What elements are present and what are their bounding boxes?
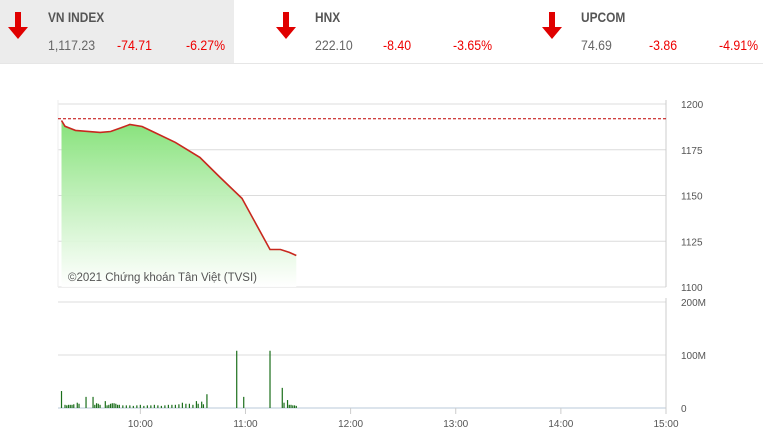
y-tick-label: 1125 (681, 237, 703, 248)
index-panel-hnx[interactable]: HNX 222.10 -8.40 -3.65% (268, 0, 518, 63)
index-value: 74.69 (581, 37, 612, 53)
y-tick-label: 1200 (681, 100, 704, 111)
index-name: UPCOM (581, 9, 626, 25)
index-panel-upcom[interactable]: UPCOM 74.69 -3.86 -4.91% (534, 0, 763, 63)
price-line (60, 120, 297, 257)
y-tick-label: 200M (681, 298, 706, 309)
index-value: 1,117.23 (48, 37, 96, 53)
index-value: 222.10 (315, 37, 353, 53)
arrow-down-icon (8, 12, 28, 39)
arrow-down-icon (542, 12, 562, 39)
y-tick-label: 1175 (681, 146, 703, 157)
price-area (61, 120, 297, 287)
watermark: ©2021 Chứng khoán Tân Việt (TVSI) (68, 272, 257, 284)
y-tick-label: 100M (681, 351, 706, 362)
y-tick-label: 1150 (681, 192, 703, 203)
index-change: -8.40 (383, 37, 412, 53)
x-tick-label: 14:00 (548, 419, 573, 430)
index-name: HNX (315, 9, 341, 25)
x-tick-label: 12:00 (338, 419, 363, 430)
index-change: -74.71 (117, 37, 152, 53)
index-percent: -6.27% (186, 37, 226, 53)
x-tick-label: 11:00 (233, 419, 258, 430)
x-tick-label: 13:00 (443, 419, 468, 430)
y-tick-label: 1100 (681, 283, 703, 294)
index-header: VN INDEX 1,117.23 -74.71 -6.27% HNX 222.… (0, 0, 763, 64)
x-tick-label: 10:00 (128, 419, 153, 430)
x-tick-label: 15:00 (653, 419, 678, 430)
y-tick-label: 0 (681, 404, 687, 415)
index-percent: -4.91% (719, 37, 759, 53)
index-name: VN INDEX (48, 9, 105, 25)
arrow-down-icon (276, 12, 296, 39)
index-change: -3.86 (649, 37, 678, 53)
index-panel-vnindex[interactable]: VN INDEX 1,117.23 -74.71 -6.27% (0, 0, 234, 63)
index-percent: -3.65% (453, 37, 493, 53)
